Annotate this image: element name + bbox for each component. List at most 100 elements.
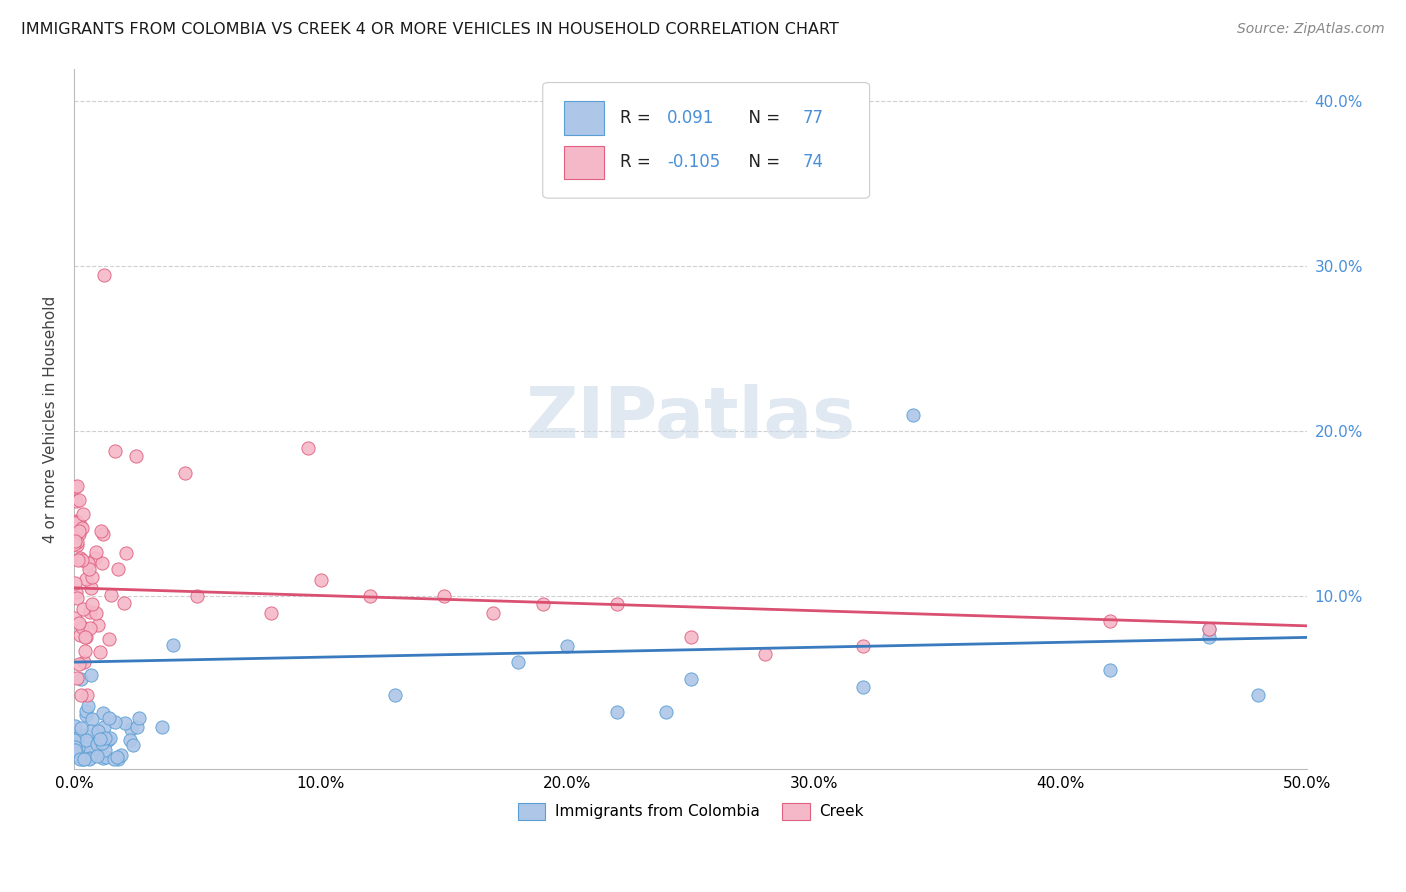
Legend: Immigrants from Colombia, Creek: Immigrants from Colombia, Creek: [513, 798, 868, 825]
Point: [75, 704, 97, 718]
Point: [79, 750, 101, 764]
Point: [110, 748, 132, 763]
Point: [84, 551, 107, 566]
Point: [297, 441, 319, 455]
Point: [70, 521, 93, 535]
Point: [65, 480, 87, 494]
Point: [63, 734, 86, 748]
Point: [186, 589, 208, 603]
Point: [70, 620, 93, 634]
Point: [67, 740, 90, 755]
Point: [125, 720, 148, 734]
Point: [121, 738, 143, 752]
Point: [75, 708, 97, 723]
Point: [98, 632, 121, 646]
Point: [115, 546, 138, 560]
Point: [93, 526, 115, 541]
Point: [128, 711, 150, 725]
Point: [67, 750, 90, 764]
Point: [107, 750, 129, 764]
Point: [506, 655, 529, 669]
FancyBboxPatch shape: [564, 145, 605, 179]
Point: [1198, 622, 1220, 636]
Point: [1099, 614, 1122, 628]
Point: [482, 606, 505, 620]
Point: [75, 734, 97, 748]
Point: [72, 602, 94, 616]
Point: [65, 719, 87, 733]
Point: [75, 732, 97, 747]
Point: [69, 627, 91, 641]
Point: [63, 537, 86, 551]
Point: [63, 743, 86, 757]
Point: [107, 751, 129, 765]
Point: [72, 752, 94, 766]
Text: Source: ZipAtlas.com: Source: ZipAtlas.com: [1237, 22, 1385, 37]
Point: [77, 752, 100, 766]
Point: [76, 557, 98, 571]
Point: [1198, 622, 1220, 636]
Point: [100, 588, 122, 602]
Point: [75, 736, 97, 750]
Point: [120, 732, 142, 747]
Point: [150, 721, 173, 735]
Point: [174, 466, 197, 480]
Point: [1198, 631, 1220, 645]
Point: [90, 736, 112, 750]
Point: [75, 643, 97, 657]
Text: R =: R =: [620, 110, 657, 128]
Point: [69, 518, 91, 533]
Point: [89, 645, 111, 659]
Text: 74: 74: [803, 153, 824, 171]
Point: [67, 552, 90, 566]
Point: [93, 731, 115, 745]
Point: [63, 732, 86, 747]
Y-axis label: 4 or more Vehicles in Household: 4 or more Vehicles in Household: [44, 295, 58, 542]
Point: [69, 721, 91, 735]
Point: [63, 740, 86, 755]
Point: [72, 507, 94, 521]
Point: [69, 551, 91, 566]
Point: [76, 729, 98, 743]
Point: [120, 722, 142, 736]
Point: [65, 514, 87, 528]
Point: [67, 527, 90, 541]
Point: [852, 680, 875, 694]
Point: [69, 493, 91, 508]
Text: ZIPatlas: ZIPatlas: [526, 384, 856, 453]
Point: [65, 729, 87, 743]
Point: [97, 733, 120, 747]
Point: [67, 657, 90, 671]
Point: [86, 737, 108, 751]
Point: [112, 596, 135, 610]
Point: [82, 569, 104, 583]
Point: [73, 747, 96, 761]
Point: [69, 745, 91, 759]
Point: [73, 630, 96, 644]
Point: [65, 610, 87, 624]
Point: [433, 589, 456, 603]
Point: [66, 671, 89, 685]
Point: [80, 724, 103, 739]
Point: [96, 749, 118, 764]
Point: [655, 705, 678, 719]
Point: [114, 716, 136, 731]
Point: [606, 598, 628, 612]
Point: [76, 688, 98, 702]
Point: [79, 621, 101, 635]
Point: [852, 639, 875, 653]
Point: [93, 268, 115, 282]
Point: [87, 732, 110, 747]
Point: [87, 723, 110, 738]
Point: [90, 556, 112, 570]
Point: [679, 631, 702, 645]
Point: [91, 751, 114, 765]
Point: [79, 745, 101, 759]
Text: R =: R =: [620, 153, 657, 171]
Point: [63, 533, 86, 548]
Point: [104, 444, 127, 458]
Point: [67, 615, 90, 630]
Point: [125, 449, 148, 463]
Point: [70, 688, 93, 702]
Point: [66, 747, 89, 761]
